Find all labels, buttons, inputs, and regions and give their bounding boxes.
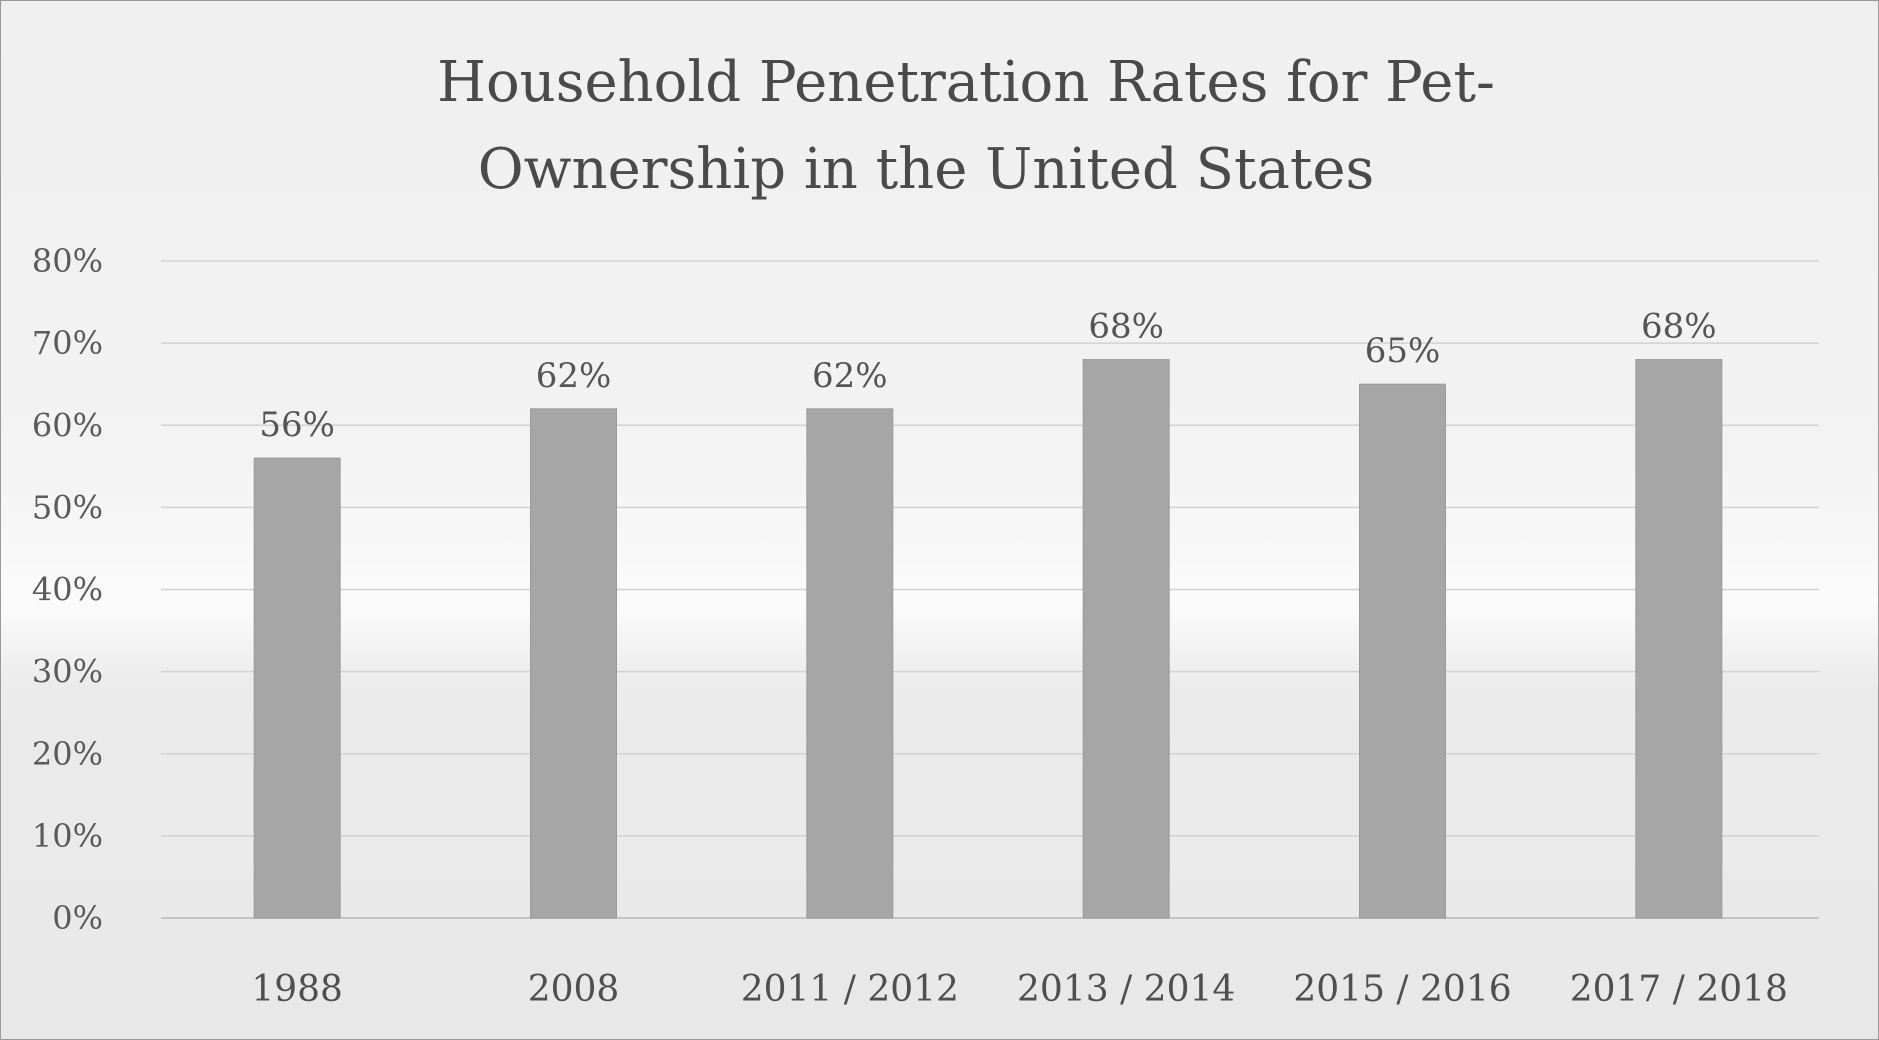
y-axis-tick-labels: 0% 10% 20% 30% 40% 50% 60% 70% 80% xyxy=(32,242,103,937)
bar xyxy=(1359,383,1446,919)
data-label: 62% xyxy=(536,356,612,396)
data-labels: 56% 62% 62% 68% 65% 68% xyxy=(259,307,1716,446)
x-axis-category-labels: 1988 2008 2011 / 2012 2013 / 2014 2015 / 201… xyxy=(251,969,1788,1010)
y-tick-label: 50% xyxy=(32,488,103,526)
y-tick-label: 80% xyxy=(32,242,103,280)
bar xyxy=(253,457,341,919)
bars xyxy=(253,359,1723,919)
y-tick-label: 70% xyxy=(32,324,103,362)
bar xyxy=(806,408,894,919)
data-label: 68% xyxy=(1641,307,1717,347)
y-tick-label: 10% xyxy=(32,817,103,855)
bar xyxy=(1082,359,1170,919)
y-tick-label: 30% xyxy=(32,653,103,691)
chart-title: Household Penetration Rates for Pet- Own… xyxy=(437,50,1495,202)
data-label: 56% xyxy=(259,405,335,445)
x-category-label: 2011 / 2012 xyxy=(741,969,959,1010)
bar xyxy=(1635,359,1723,919)
data-label: 68% xyxy=(1088,307,1164,347)
chart-title-line-2: Ownership in the United States xyxy=(478,137,1375,202)
x-category-label: 2015 / 2016 xyxy=(1293,969,1511,1010)
gridlines xyxy=(161,260,1819,919)
x-category-label: 1988 xyxy=(251,969,343,1010)
data-label: 62% xyxy=(812,356,888,396)
x-category-label: 2017 / 2018 xyxy=(1570,969,1788,1010)
y-tick-label: 60% xyxy=(32,406,103,444)
y-tick-label: 40% xyxy=(32,571,103,609)
chart-title-line-1: Household Penetration Rates for Pet- xyxy=(437,50,1495,115)
x-category-label: 2008 xyxy=(528,969,620,1010)
x-category-label: 2013 / 2014 xyxy=(1017,969,1235,1010)
y-tick-label: 0% xyxy=(52,899,103,937)
data-label: 65% xyxy=(1365,331,1441,371)
bar xyxy=(530,408,617,919)
y-tick-label: 20% xyxy=(32,735,103,773)
